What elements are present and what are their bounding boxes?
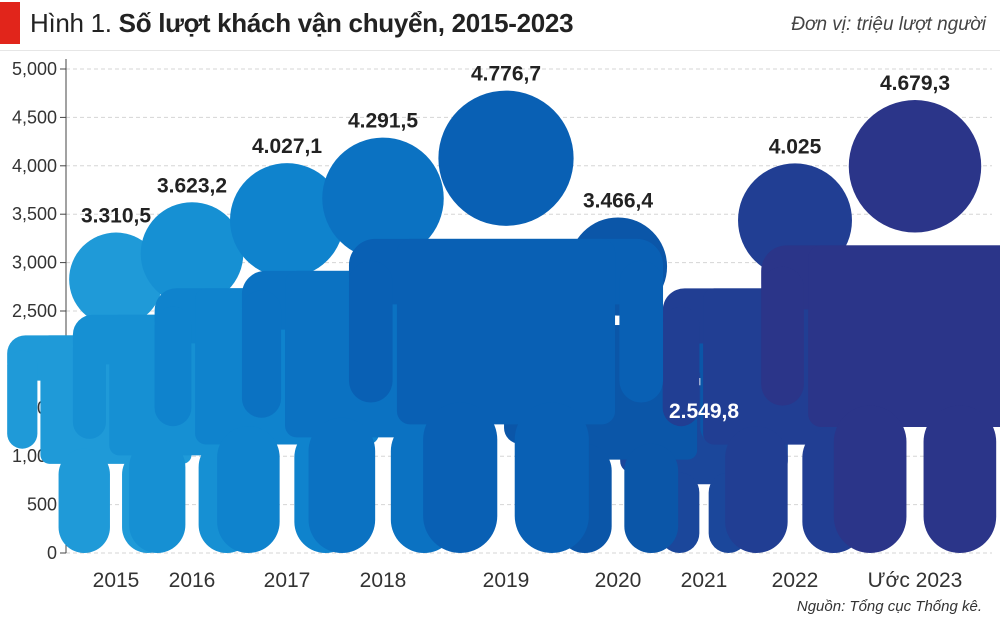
figure-right-arm	[619, 260, 664, 403]
figure-left-arm	[662, 306, 700, 427]
y-axis: 05001,0001,5002,0002,5003,0003,5004,0004…	[12, 59, 67, 563]
y-tick-label: 2,500	[12, 301, 57, 321]
y-tick-label: 3,000	[12, 253, 57, 273]
value-label-2015: 3.310,5	[81, 205, 151, 228]
figure-left-leg	[217, 426, 280, 553]
figure-head	[848, 100, 982, 233]
title-text: Số lượt khách vận chuyển, 2015-2023	[118, 8, 574, 38]
source-note: Nguồn: Tổng cục Thống kê.	[796, 598, 982, 615]
figure-head	[69, 232, 163, 327]
x-tick-label-2018: 2018	[360, 569, 407, 592]
figure-left-arm	[7, 350, 38, 449]
x-axis: 2015 2016 2017 2018 2019 2020 2021 2022 Ước 2023	[93, 569, 963, 592]
y-tick-label: 500	[27, 495, 57, 515]
y-tick-label: 0	[47, 543, 57, 563]
value-label-2016: 3.623,2	[157, 174, 227, 197]
value-label-2018: 4.291,5	[348, 110, 418, 133]
figure-head	[140, 202, 244, 305]
y-tick-label: 4,500	[12, 107, 57, 127]
x-tick-label-2017: 2017	[264, 569, 311, 592]
x-tick-label-2016: 2016	[169, 569, 216, 592]
person-figure-2019	[348, 90, 664, 553]
figure-torso	[396, 238, 616, 425]
figure-left-arm	[241, 290, 282, 418]
figure-left-leg	[423, 402, 498, 553]
person-figures	[7, 90, 1000, 553]
value-label-2017: 4.027,1	[252, 135, 322, 158]
y-tick-label: 3,500	[12, 204, 57, 224]
value-labels: 3.310,5 3.623,2 4.027,1 4.291,5 4.776,7 3.466…	[81, 63, 950, 423]
figure-left-leg	[129, 438, 186, 553]
x-tick-label-2015: 2015	[93, 569, 140, 592]
figure-right-leg	[514, 402, 589, 553]
value-label-2020: 3.466,4	[583, 189, 653, 212]
figure-left-arm	[154, 306, 192, 427]
x-tick-label-2020: 2020	[595, 569, 642, 592]
y-tick-label: 5,000	[12, 59, 57, 79]
figure-head	[229, 163, 345, 278]
x-tick-label-2021: 2021	[681, 569, 728, 592]
figure-left-leg	[58, 448, 110, 553]
figure-left-arm	[348, 260, 393, 403]
person-figure-Ước 2023	[761, 100, 1000, 553]
figure-torso	[808, 245, 1000, 427]
figure-left-leg	[725, 426, 788, 553]
accent-bar	[0, 2, 20, 44]
figure-right-leg	[923, 405, 997, 553]
unit-label: Đơn vị: triệu lượt người	[791, 14, 986, 35]
figure-left-arm	[761, 266, 804, 406]
figure-head	[438, 90, 574, 226]
chart-header: Hình 1. Số lượt khách vận chuyển, 2015-2…	[0, 0, 1000, 51]
chart-title: Hình 1. Số lượt khách vận chuyển, 2015-2…	[30, 8, 574, 39]
x-tick-label-2019: 2019	[483, 569, 530, 592]
title-prefix: Hình 1.	[30, 8, 112, 38]
value-label-2021: 2.549,8	[669, 400, 739, 423]
x-tick-label-2022: 2022	[772, 569, 819, 592]
value-label-Ước 2023: 4.679,3	[880, 72, 950, 95]
figure-left-arm	[72, 331, 106, 439]
y-tick-label: 4,000	[12, 156, 57, 176]
value-label-2019: 4.776,7	[471, 63, 541, 86]
value-label-2022: 4.025	[769, 135, 822, 158]
people-pictogram-chart: 05001,0001,5002,0002,5003,0003,5004,0004…	[7, 59, 1000, 592]
figure-left-leg	[308, 417, 376, 553]
figure-head	[322, 137, 444, 260]
x-tick-label-Ước 2023: Ước 2023	[868, 569, 963, 592]
figure-left-leg	[833, 405, 907, 553]
figure-right-leg	[624, 443, 679, 553]
